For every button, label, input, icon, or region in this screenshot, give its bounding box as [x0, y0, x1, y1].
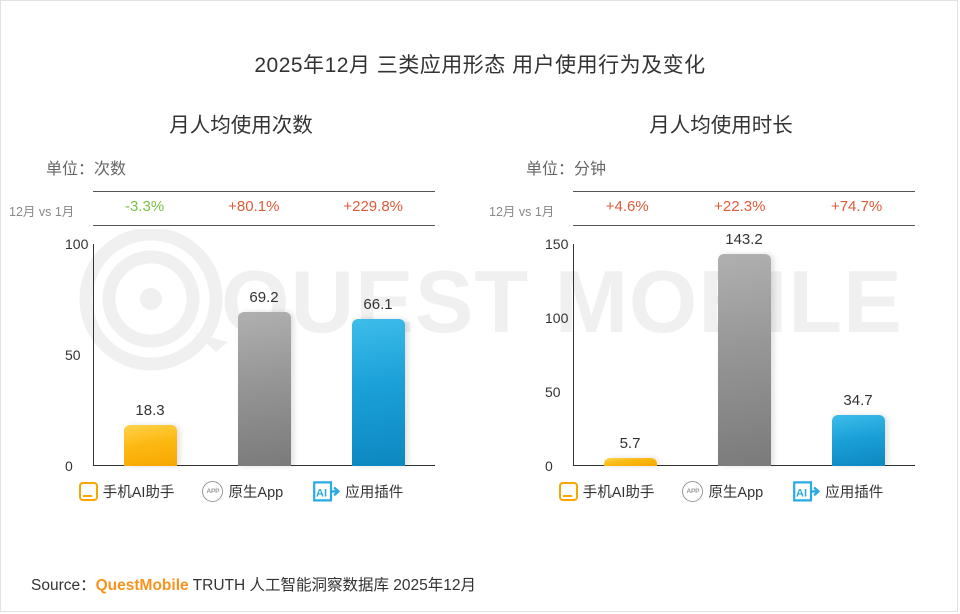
svg-text:AI: AI [316, 487, 327, 499]
svg-text:AI: AI [796, 487, 807, 499]
